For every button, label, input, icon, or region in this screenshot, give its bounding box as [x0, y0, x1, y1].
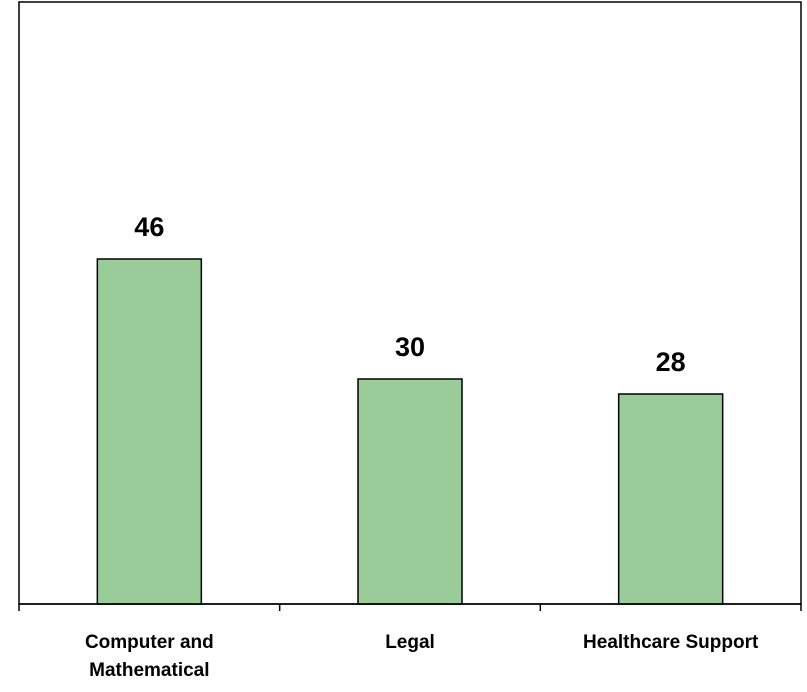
data-labels-layer: 46 30 28: [134, 212, 685, 377]
x-axis-category-labels: Computer and Mathematical Legal Healthcare …: [85, 632, 759, 681]
category-label-3: Healthcare Support: [583, 632, 759, 653]
x-axis-ticks: [18, 604, 802, 611]
bar-1: [96, 258, 203, 605]
data-label-3: 28: [656, 347, 686, 377]
category-label-1: Computer and Mathematical: [85, 632, 214, 681]
bar-3: [617, 393, 724, 605]
data-label-1: 46: [134, 212, 164, 242]
category-label-2: Legal: [385, 632, 435, 653]
bar-2: [357, 378, 463, 605]
data-label-2: 30: [395, 332, 425, 362]
bars-layer: [96, 258, 724, 605]
